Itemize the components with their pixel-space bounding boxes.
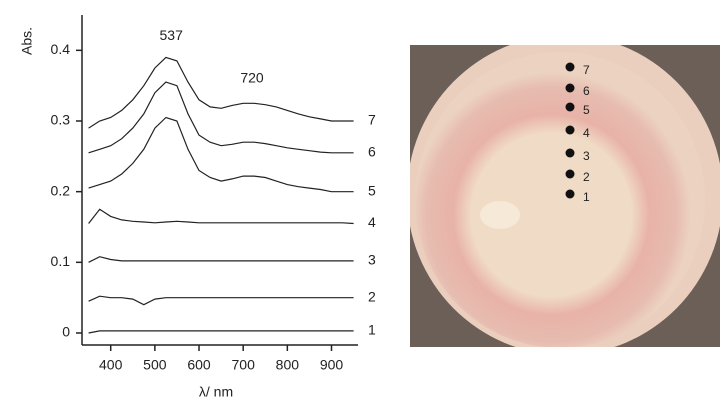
colored-ring xyxy=(415,52,705,347)
sample-point xyxy=(565,125,575,135)
sample-point xyxy=(565,169,575,179)
y-axis-label: Abs. xyxy=(19,27,35,55)
x-tick-label: 600 xyxy=(187,357,211,373)
x-axis-label: λ/ nm xyxy=(199,384,233,400)
sample-label: 3 xyxy=(583,149,590,163)
sample-label: 5 xyxy=(583,103,590,117)
annotation: 720 xyxy=(240,69,264,85)
x-tick-label: 500 xyxy=(143,357,167,373)
sample-point xyxy=(565,62,575,72)
y-tick-label: 0.4 xyxy=(51,41,71,57)
spectrum-line xyxy=(88,256,354,263)
photo xyxy=(410,45,720,347)
sample-point xyxy=(565,148,575,158)
sample-label: 7 xyxy=(583,63,590,77)
x-tick-label: 900 xyxy=(320,357,344,373)
series-label: 5 xyxy=(368,182,376,198)
sample-point xyxy=(565,189,575,199)
y-tick-label: 0 xyxy=(62,324,70,340)
y-tick-label: 0.3 xyxy=(51,112,71,128)
spectrum-line xyxy=(88,56,354,129)
sample-label: 4 xyxy=(583,126,590,140)
series-label: 6 xyxy=(368,143,376,159)
annotation: 537 xyxy=(160,27,184,43)
y-tick-label: 0.2 xyxy=(51,182,71,198)
bright-spot xyxy=(480,201,520,229)
series-label: 1 xyxy=(368,322,376,338)
series-label: 3 xyxy=(368,252,376,268)
sample-label: 1 xyxy=(583,190,590,204)
spectrum-line xyxy=(88,330,354,334)
series-label: 4 xyxy=(368,214,376,230)
sample-point xyxy=(565,102,575,112)
y-tick-label: 0.1 xyxy=(51,253,71,269)
sample-label: 6 xyxy=(583,84,590,98)
spectrum-line xyxy=(88,116,354,193)
series-label: 2 xyxy=(368,288,376,304)
x-tick-label: 400 xyxy=(99,357,123,373)
series-label: 7 xyxy=(368,112,376,128)
sample-point xyxy=(565,83,575,93)
x-tick-label: 800 xyxy=(276,357,300,373)
sample-label: 2 xyxy=(583,170,590,184)
spectrum-line xyxy=(88,81,354,154)
spectrum-line xyxy=(88,295,354,306)
spectrum-line xyxy=(88,208,354,225)
x-tick-label: 700 xyxy=(232,357,256,373)
